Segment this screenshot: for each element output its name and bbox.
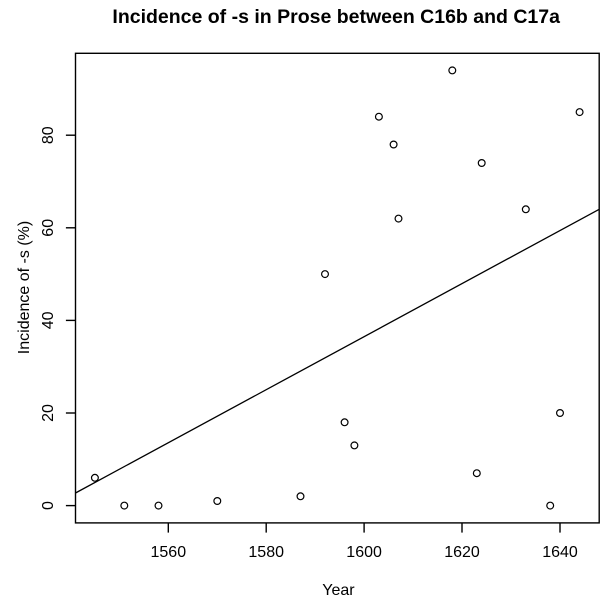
svg-text:20: 20 — [40, 404, 57, 422]
svg-text:40: 40 — [40, 311, 57, 329]
svg-text:0: 0 — [40, 501, 57, 510]
svg-text:1640: 1640 — [542, 544, 578, 561]
svg-text:Incidence of -s in Prose betwe: Incidence of -s in Prose between C16b an… — [112, 6, 560, 28]
svg-text:1560: 1560 — [151, 544, 187, 561]
svg-text:1620: 1620 — [444, 544, 480, 561]
svg-text:1600: 1600 — [346, 544, 382, 561]
svg-text:1580: 1580 — [248, 544, 284, 561]
svg-text:Incidence of -s (%): Incidence of -s (%) — [16, 221, 33, 354]
svg-text:80: 80 — [40, 126, 57, 144]
svg-text:60: 60 — [40, 219, 57, 237]
svg-text:Year: Year — [322, 582, 355, 599]
